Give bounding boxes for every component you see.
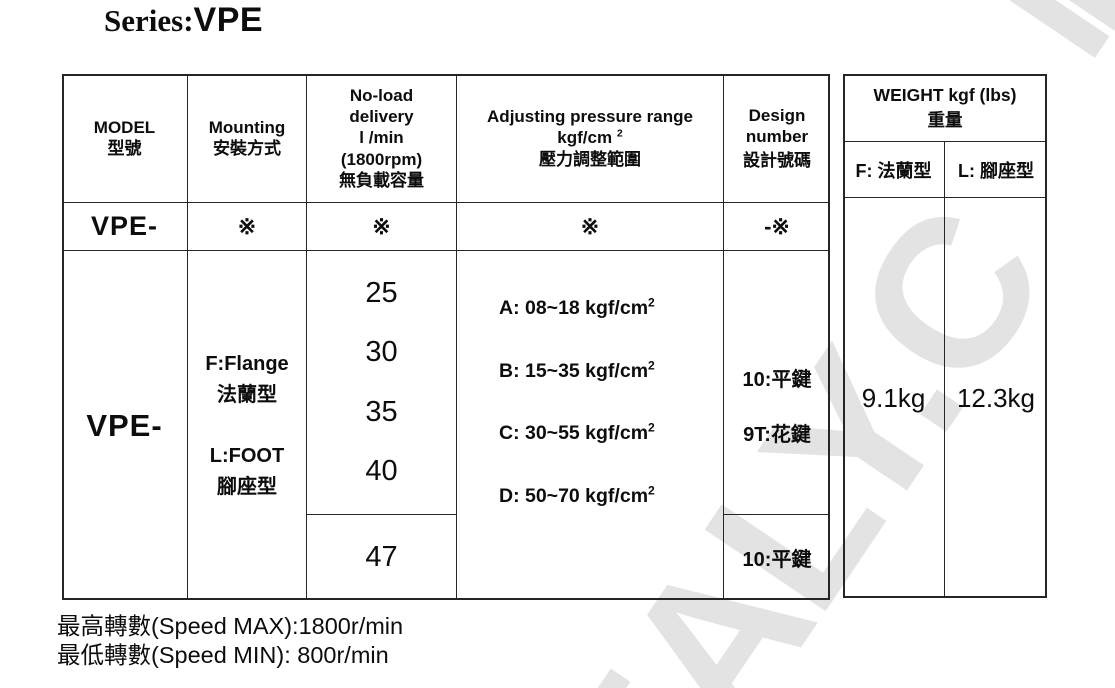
header-design: Design number 設計號碼 — [724, 74, 830, 203]
weight-title-en: WEIGHT kgf (lbs) — [873, 85, 1017, 105]
delivery-values-cell: 25 30 35 40 — [307, 251, 457, 515]
pressure-unit-text: kgf/cm — [557, 128, 613, 148]
mounting-flange-en: F:Flange — [205, 352, 289, 375]
pressure-option: B: 15~35 kgf/cm2 — [499, 358, 655, 383]
weight-title-cell: WEIGHT kgf (lbs) 重量 — [843, 74, 1047, 142]
mounting-flange-zh: 法蘭型 — [217, 383, 277, 406]
header-delivery-line: l /min — [359, 128, 404, 148]
mounting-foot-en: L:FOOT — [209, 444, 285, 467]
pressure-option-label: A: 08~18 kgf/cm — [499, 296, 649, 319]
pressure-option-sup: 2 — [648, 483, 655, 498]
delivery-extra-cell: 47 — [307, 515, 457, 600]
body-mounting-cell: F:Flange 法蘭型 L:FOOT 腳座型 — [188, 251, 307, 600]
speed-min-note: 最低轉數(Speed MIN): 800r/min — [57, 641, 389, 668]
weight-foot-value-cell: 12.3kg — [945, 198, 1047, 598]
header-mounting-en: Mounting — [208, 117, 286, 137]
delivery-value: 35 — [365, 395, 398, 428]
weight-table: WEIGHT kgf (lbs) 重量 F: 法蘭型 L: 腳座型 9.1kg … — [843, 74, 1047, 598]
speed-notes: 最高轉數(Speed MAX):1800r/min 最低轉數(Speed MIN… — [57, 612, 403, 669]
header-mounting-zh: 安裝方式 — [213, 139, 281, 158]
header-model-zh: 型號 — [107, 139, 142, 158]
code-delivery-mark: ※ — [372, 213, 391, 239]
header-pressure-en: Adjusting pressure range — [487, 107, 693, 127]
design-options-cell: 10:平鍵 9T:花鍵 — [724, 251, 830, 515]
pressure-range-cell: A: 08~18 kgf/cm2 B: 15~35 kgf/cm2 C: 30~… — [457, 251, 724, 600]
code-design-mark: -※ — [764, 213, 790, 239]
code-pressure-mark: ※ — [580, 213, 600, 239]
code-design-cell: -※ — [724, 203, 830, 251]
header-pressure-zh: 壓力調整範圍 — [539, 149, 641, 169]
header-pressure: Adjusting pressure range kgf/cm 2 壓力調整範圍 — [457, 74, 724, 203]
header-model-en: MODEL — [93, 117, 156, 137]
weight-flange-value: 9.1kg — [861, 382, 926, 413]
code-mounting-cell: ※ — [188, 203, 307, 251]
body-model-cell: VPE- — [62, 251, 188, 600]
header-design-en2: number — [745, 127, 809, 147]
header-design-en1: Design — [748, 106, 806, 126]
code-mounting-mark: ※ — [237, 213, 257, 239]
series-value: VPE — [193, 1, 264, 39]
spec-table: MODEL 型號 Mounting 安裝方式 No-load delivery … — [62, 74, 830, 600]
delivery-value: 25 — [365, 277, 398, 310]
pressure-option: A: 08~18 kgf/cm2 — [499, 295, 655, 320]
header-delivery-line: delivery — [349, 107, 414, 127]
pressure-option-label: C: 30~55 kgf/cm — [499, 422, 649, 445]
code-model: VPE- — [90, 211, 159, 241]
header-delivery-line: (1800rpm) — [340, 149, 423, 169]
mounting-flange-option: F:Flange 法蘭型 — [205, 349, 288, 411]
header-delivery-line: No-load — [349, 86, 414, 106]
body-model: VPE- — [86, 407, 163, 443]
design-extra-cell: 10:平鍵 — [724, 515, 830, 600]
mounting-foot-option: L:FOOT 腳座型 — [210, 441, 284, 503]
speed-max-note: 最高轉數(Speed MAX):1800r/min — [57, 613, 404, 639]
pressure-option-sup: 2 — [648, 420, 655, 435]
pressure-option-sup: 2 — [648, 358, 655, 373]
weight-foot-header: L: 腳座型 — [958, 160, 1034, 181]
header-design-zh: 設計號碼 — [743, 150, 811, 170]
weight-flange-header: F: 法蘭型 — [855, 160, 932, 181]
design-option: 10:平鍵 — [742, 368, 812, 391]
weight-flange-header-cell: F: 法蘭型 — [843, 142, 945, 198]
header-pressure-unit: kgf/cm 2 — [557, 127, 622, 148]
code-delivery-cell: ※ — [307, 203, 457, 251]
delivery-value: 40 — [365, 454, 398, 487]
pressure-option-sup: 2 — [648, 295, 655, 310]
pressure-unit-sup: 2 — [616, 127, 623, 140]
delivery-value: 30 — [365, 336, 398, 369]
header-delivery-zh: 無負載容量 — [339, 170, 424, 190]
code-model-cell: VPE- — [62, 203, 188, 251]
pressure-option: C: 30~55 kgf/cm2 — [499, 422, 655, 445]
header-mounting: Mounting 安裝方式 — [188, 74, 307, 203]
weight-flange-value-cell: 9.1kg — [843, 198, 945, 598]
header-model: MODEL 型號 — [62, 74, 188, 203]
design-option: 9T:花鍵 — [743, 423, 811, 446]
header-delivery: No-load delivery l /min (1800rpm) 無負載容量 — [307, 74, 457, 203]
pressure-option-label: B: 15~35 kgf/cm — [499, 359, 649, 382]
mounting-foot-zh: 腳座型 — [217, 475, 277, 498]
design-option: 10:平鍵 — [742, 549, 812, 571]
pressure-option-label: D: 50~70 kgf/cm — [499, 485, 649, 508]
series-title: Series: VPE — [104, 1, 263, 40]
delivery-value: 47 — [365, 541, 398, 573]
weight-foot-value: 12.3kg — [956, 382, 1036, 413]
code-pressure-cell: ※ — [457, 203, 724, 251]
pressure-option: D: 50~70 kgf/cm2 — [499, 485, 655, 508]
series-label: Series: — [104, 3, 194, 38]
weight-foot-header-cell: L: 腳座型 — [945, 142, 1047, 198]
weight-title-zh: 重量 — [927, 109, 963, 130]
